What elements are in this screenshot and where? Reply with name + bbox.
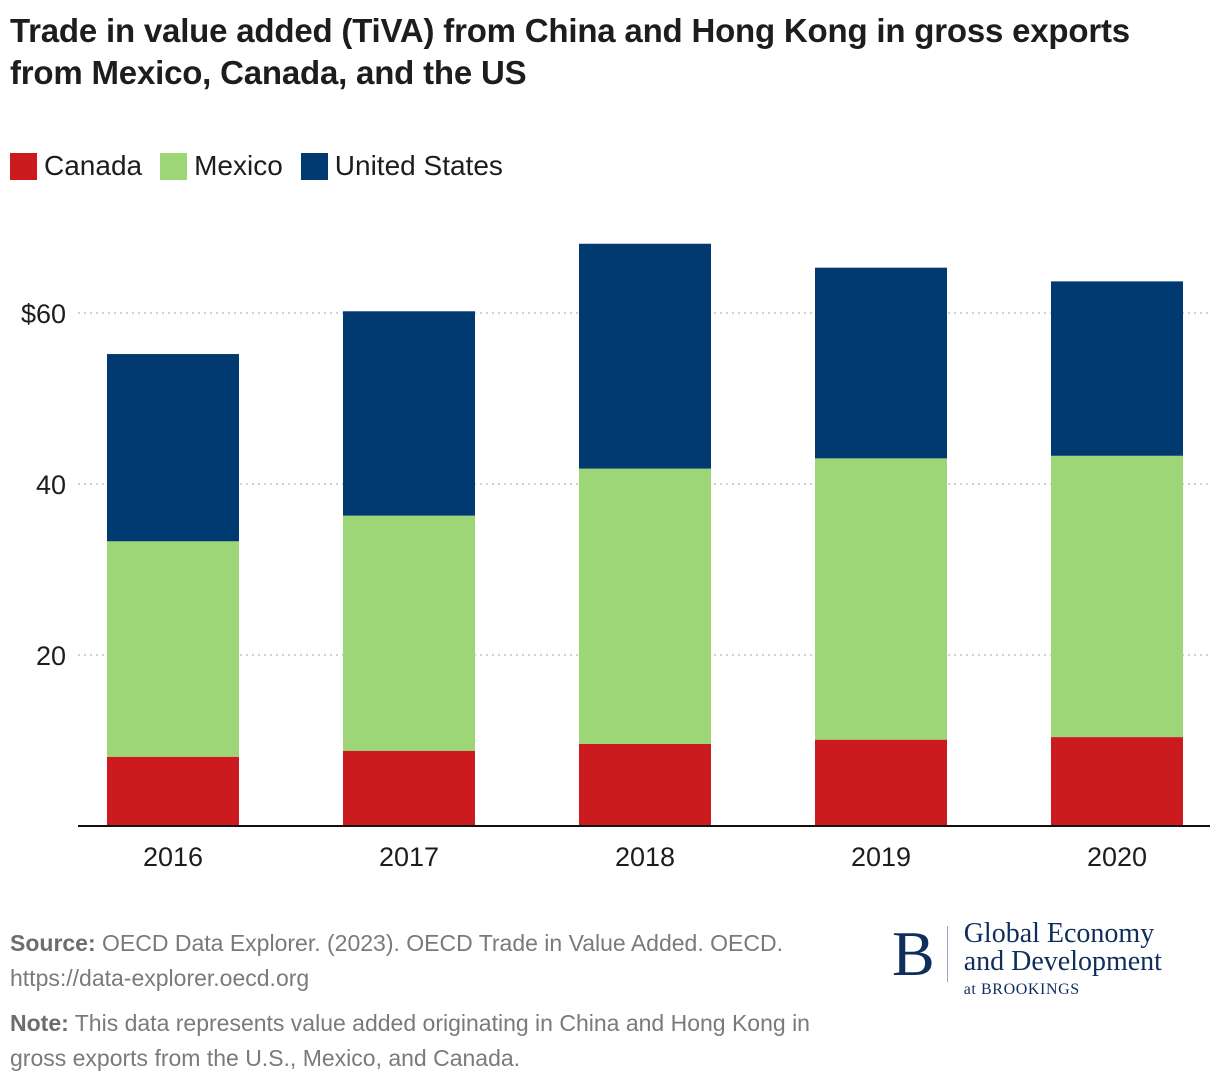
y-tick-label: 20 [36,641,66,671]
bar-mexico-2016 [107,541,239,757]
logo-line-1: Global Economy [963,918,1155,949]
y-axis-ticks: 20 40 $60 [21,299,66,671]
legend-label-canada: Canada [44,150,143,181]
note-text: This data represents value added origina… [10,1010,810,1071]
legend-label-united-states: United States [334,150,503,181]
x-tick-label-2019: 2019 [851,842,911,872]
chart-title: Trade in value added (TiVA) from China a… [10,12,1130,91]
x-tick-label-2018: 2018 [615,842,675,872]
source-note: Source: OECD Data Explorer. (2023). OECD… [10,926,870,996]
bar-canada-2017 [343,750,475,826]
bar-canada-2020 [1051,737,1183,826]
stacked-bar-chart: 20 40 $60 2016 2017 2018 2019 2020 [21,243,1210,872]
source-text: OECD Data Explorer. (2023). OECD Trade i… [10,930,783,991]
logo-mark: B [892,918,935,989]
legend-item-united-states: United States [300,150,503,182]
bar-canada-2016 [107,756,239,826]
logo-text: Global Economy and Development at BROOKI… [964,920,1162,1004]
x-tick-label-2017: 2017 [379,842,439,872]
legend-swatch-united-states [300,152,328,180]
x-tick-label-2016: 2016 [143,842,203,872]
bar-united-states-2019 [815,267,947,459]
bar-group-2016 [107,354,239,826]
note-label: Note: [10,1010,69,1036]
bar-group-2018 [579,243,711,826]
x-axis-ticks: 2016 2017 2018 2019 2020 [143,842,1147,872]
bar-united-states-2016 [107,354,239,542]
legend-label-mexico: Mexico [194,150,283,181]
source-label: Source: [10,930,96,956]
legend: Canada Mexico United States [10,148,521,184]
x-tick-label-2020: 2020 [1087,842,1147,872]
bar-united-states-2017 [343,311,475,516]
legend-item-mexico: Mexico [160,150,283,182]
legend-swatch-mexico [160,152,188,180]
bar-canada-2018 [579,743,711,826]
bar-mexico-2018 [579,468,711,744]
legend-item-canada: Canada [10,150,142,182]
logo-line-3: at BROOKINGS [963,981,1080,998]
bars [107,243,1183,826]
bar-united-states-2018 [579,243,711,469]
y-tick-label: 40 [36,470,66,500]
footer: Source: OECD Data Explorer. (2023). OECD… [10,926,870,1086]
data-note: Note: This data represents value added o… [10,1006,870,1076]
legend-swatch-canada [10,152,37,180]
bar-group-2020 [1051,281,1183,826]
bar-mexico-2017 [343,515,475,751]
bar-mexico-2020 [1051,455,1183,738]
bar-group-2019 [815,267,947,826]
bar-united-states-2020 [1051,281,1183,456]
bar-mexico-2019 [815,458,947,740]
logo-line-2: and Development [963,946,1162,977]
bar-group-2017 [343,311,475,826]
y-tick-label: $60 [21,299,66,329]
bar-canada-2019 [815,739,947,826]
logo-divider [946,926,948,982]
brookings-logo: B Global Economy and Development at BROO… [892,920,1162,1004]
